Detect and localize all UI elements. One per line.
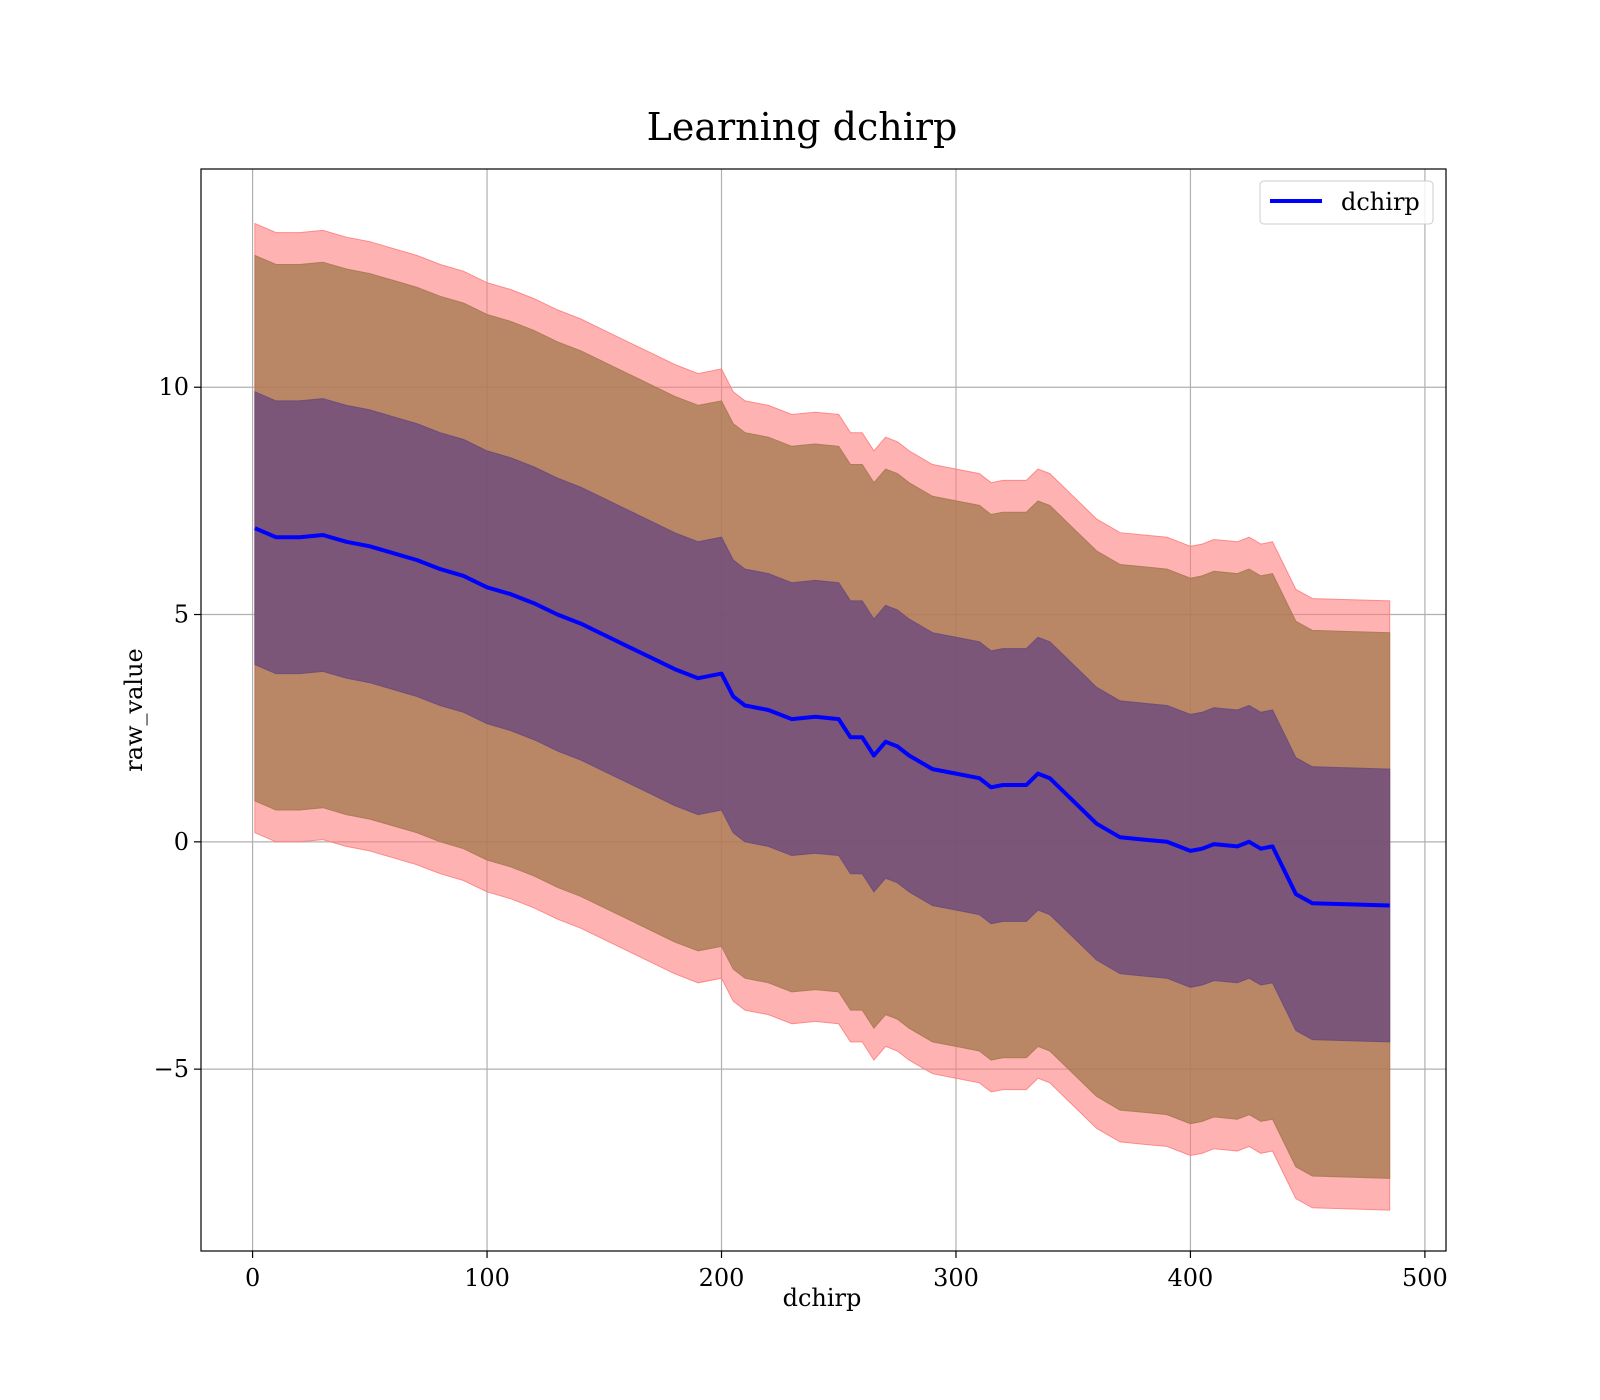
legend-box xyxy=(1259,180,1434,225)
y-tick-label-10: 10 xyxy=(158,373,189,401)
y-tick-label-5: 5 xyxy=(174,601,189,629)
plot-frame xyxy=(200,168,1447,1252)
x-tick-label-400: 400 xyxy=(1168,1264,1214,1292)
y-tick-label--5: −5 xyxy=(154,1055,189,1083)
x-axis-label: dchirp xyxy=(783,1284,862,1312)
x-axis-ticks: 0 100 200 300 400 500 xyxy=(245,1251,1448,1292)
x-tick-label-100: 100 xyxy=(464,1264,510,1292)
x-tick-label-500: 500 xyxy=(1402,1264,1448,1292)
legend-label-dchirp: dchirp xyxy=(1341,188,1420,216)
y-tick-label-0: 0 xyxy=(174,828,189,856)
series-line-dchirp xyxy=(254,526,1390,908)
x-tick-label-0: 0 xyxy=(245,1264,260,1292)
y-axis-ticks: −5 0 5 10 xyxy=(154,373,201,1083)
chart-title: Learning dchirp xyxy=(647,105,958,149)
x-tick-label-300: 300 xyxy=(933,1264,979,1292)
y-axis-label: raw_value xyxy=(120,648,148,772)
legend: dchirp xyxy=(1259,180,1434,225)
series-layer xyxy=(254,526,1390,908)
x-tick-label-200: 200 xyxy=(699,1264,745,1292)
